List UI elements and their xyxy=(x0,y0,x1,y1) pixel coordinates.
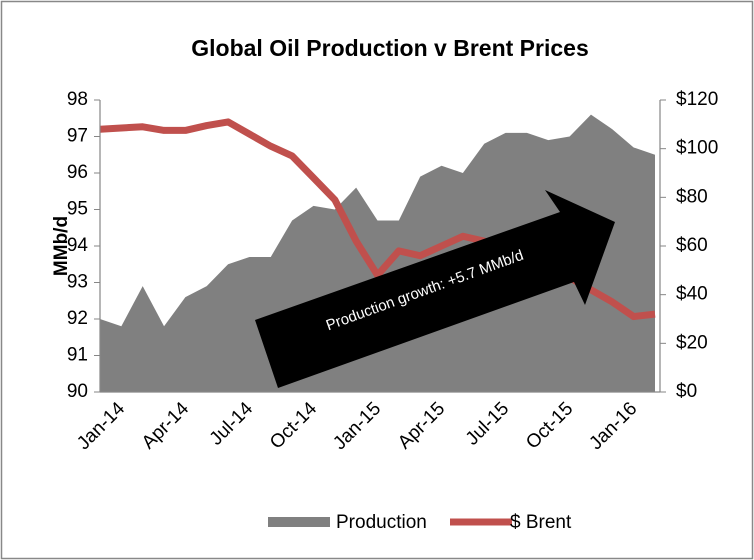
y2-tick-label: $80 xyxy=(676,186,708,207)
chart-title: Global Oil Production v Brent Prices xyxy=(191,35,588,61)
y2-tick-label: $60 xyxy=(676,235,708,256)
y2-tick-label: $120 xyxy=(676,89,718,110)
y-tick-label: 96 xyxy=(67,162,88,183)
y2-tick-label: $20 xyxy=(676,332,708,353)
legend-label: $ Brent xyxy=(510,512,572,533)
y-tick-label: 94 xyxy=(67,235,89,256)
y-tick-label: 92 xyxy=(67,308,88,329)
y-tick-label: 98 xyxy=(67,89,88,110)
y-tick-label: 95 xyxy=(67,199,88,220)
y-tick-label: 90 xyxy=(67,381,88,402)
y-tick-label: 91 xyxy=(67,345,88,366)
y2-tick-label: $0 xyxy=(676,381,697,402)
y2-tick-label: $40 xyxy=(676,284,708,305)
annotation-arrow xyxy=(255,190,615,388)
y2-tick-label: $100 xyxy=(676,138,718,159)
production-area xyxy=(100,114,655,392)
y-tick-label: 97 xyxy=(67,126,88,147)
y-axis-label: MMb/d xyxy=(51,216,72,276)
legend-swatch xyxy=(268,517,330,527)
y-tick-label: 93 xyxy=(67,272,88,293)
legend: Production $ Brent xyxy=(268,512,572,533)
legend-label: Production xyxy=(336,512,427,533)
